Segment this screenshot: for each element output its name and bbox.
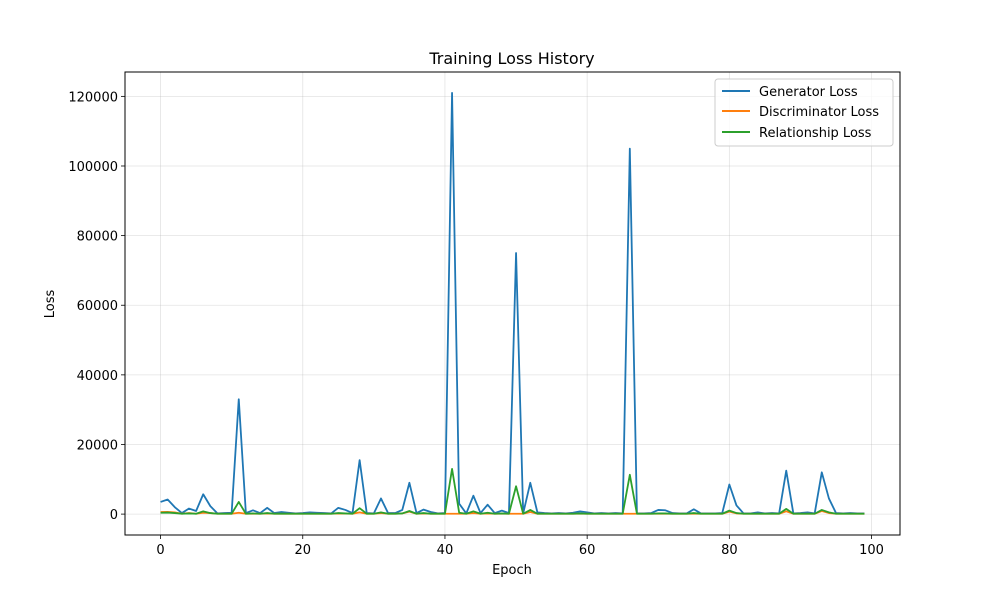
x-tick-label: 40	[437, 543, 454, 558]
y-tick-label: 0	[110, 508, 118, 523]
x-tick-label: 20	[294, 543, 311, 558]
y-axis: 0 20000 40000 60000 80000 100000 120000	[68, 90, 125, 523]
series-layer	[160, 91, 865, 515]
x-axis: 0 20 40 60 80 100	[156, 535, 884, 558]
generator-loss-line	[160, 91, 865, 515]
legend-label-relationship: Relationship Loss	[759, 126, 872, 141]
x-axis-label: Epoch	[492, 563, 532, 578]
y-tick-label: 100000	[68, 160, 118, 175]
legend: Generator Loss Discriminator Loss Relati…	[714, 78, 894, 147]
y-tick-label: 40000	[77, 369, 118, 384]
legend-box	[714, 78, 894, 147]
legend-label-generator: Generator Loss	[759, 85, 858, 100]
y-tick-label: 20000	[77, 438, 118, 453]
x-tick-label: 80	[721, 543, 738, 558]
relationship-loss-line	[160, 467, 865, 515]
plot-frame	[124, 71, 901, 536]
y-tick-label: 120000	[68, 90, 118, 105]
x-tick-label: 60	[579, 543, 596, 558]
y-tick-label: 60000	[77, 299, 118, 314]
x-tick-label: 0	[156, 543, 164, 558]
y-axis-label: Loss	[43, 290, 58, 319]
x-tick-label: 100	[859, 543, 884, 558]
chart-title: Training Loss History	[428, 49, 594, 68]
legend-label-discriminator: Discriminator Loss	[759, 105, 879, 120]
y-tick-label: 80000	[77, 230, 118, 245]
